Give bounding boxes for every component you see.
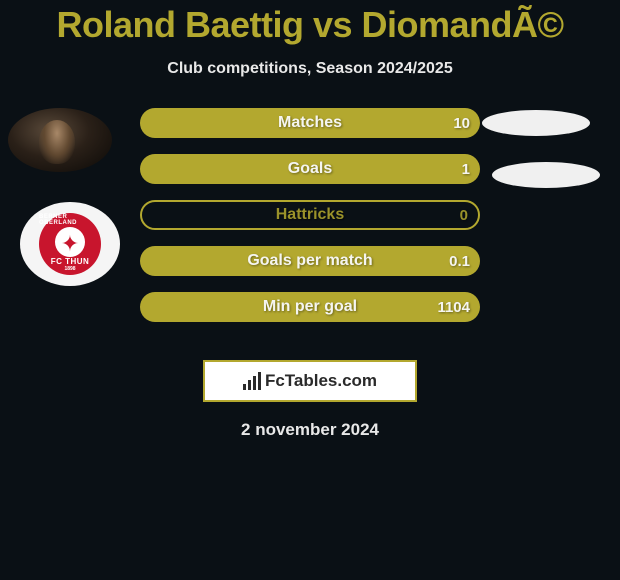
stat-row-min-per-goal: Min per goal 1104 xyxy=(140,292,480,322)
player-right-matches-pill xyxy=(482,110,590,136)
date-text: 2 november 2024 xyxy=(0,420,620,440)
stat-row-goals-per-match: Goals per match 0.1 xyxy=(140,246,480,276)
club-badge: BERNER OBERLAND ✦ FC THUN 1898 xyxy=(20,202,120,286)
infographic-container: Roland Baettig vs DiomandÃ© Club competi… xyxy=(0,0,620,440)
stat-label: Matches xyxy=(140,114,480,132)
club-badge-year: 1898 xyxy=(64,266,75,272)
player-right-goals-pill xyxy=(492,162,600,188)
stat-value-left: 10 xyxy=(453,115,470,132)
stat-value-left: 0.1 xyxy=(449,253,470,270)
stat-row-goals: Goals 1 xyxy=(140,154,480,184)
stat-value-left: 1 xyxy=(462,161,470,178)
player-left-avatar xyxy=(8,108,112,172)
stat-row-hattricks: Hattricks 0 xyxy=(140,200,480,230)
stat-label: Min per goal xyxy=(140,298,480,316)
stat-row-matches: Matches 10 xyxy=(140,108,480,138)
bar-chart-icon xyxy=(243,372,261,390)
club-badge-star-icon: ✦ xyxy=(61,231,79,257)
club-badge-inner: BERNER OBERLAND ✦ FC THUN 1898 xyxy=(39,213,101,275)
stat-label: Goals per match xyxy=(140,252,480,270)
subtitle: Club competitions, Season 2024/2025 xyxy=(0,60,620,78)
stat-label: Goals xyxy=(140,160,480,178)
page-title: Roland Baettig vs DiomandÃ© xyxy=(0,4,620,46)
club-badge-name: FC THUN xyxy=(51,257,90,266)
stats-area: BERNER OBERLAND ✦ FC THUN 1898 Matches 1… xyxy=(0,108,620,328)
stat-label: Hattricks xyxy=(142,206,478,224)
club-badge-top-text: BERNER OBERLAND xyxy=(39,214,101,226)
brand-text: FcTables.com xyxy=(265,371,377,391)
stat-value-left: 0 xyxy=(460,207,468,224)
stat-value-left: 1104 xyxy=(437,299,470,316)
brand-box[interactable]: FcTables.com xyxy=(203,360,417,402)
